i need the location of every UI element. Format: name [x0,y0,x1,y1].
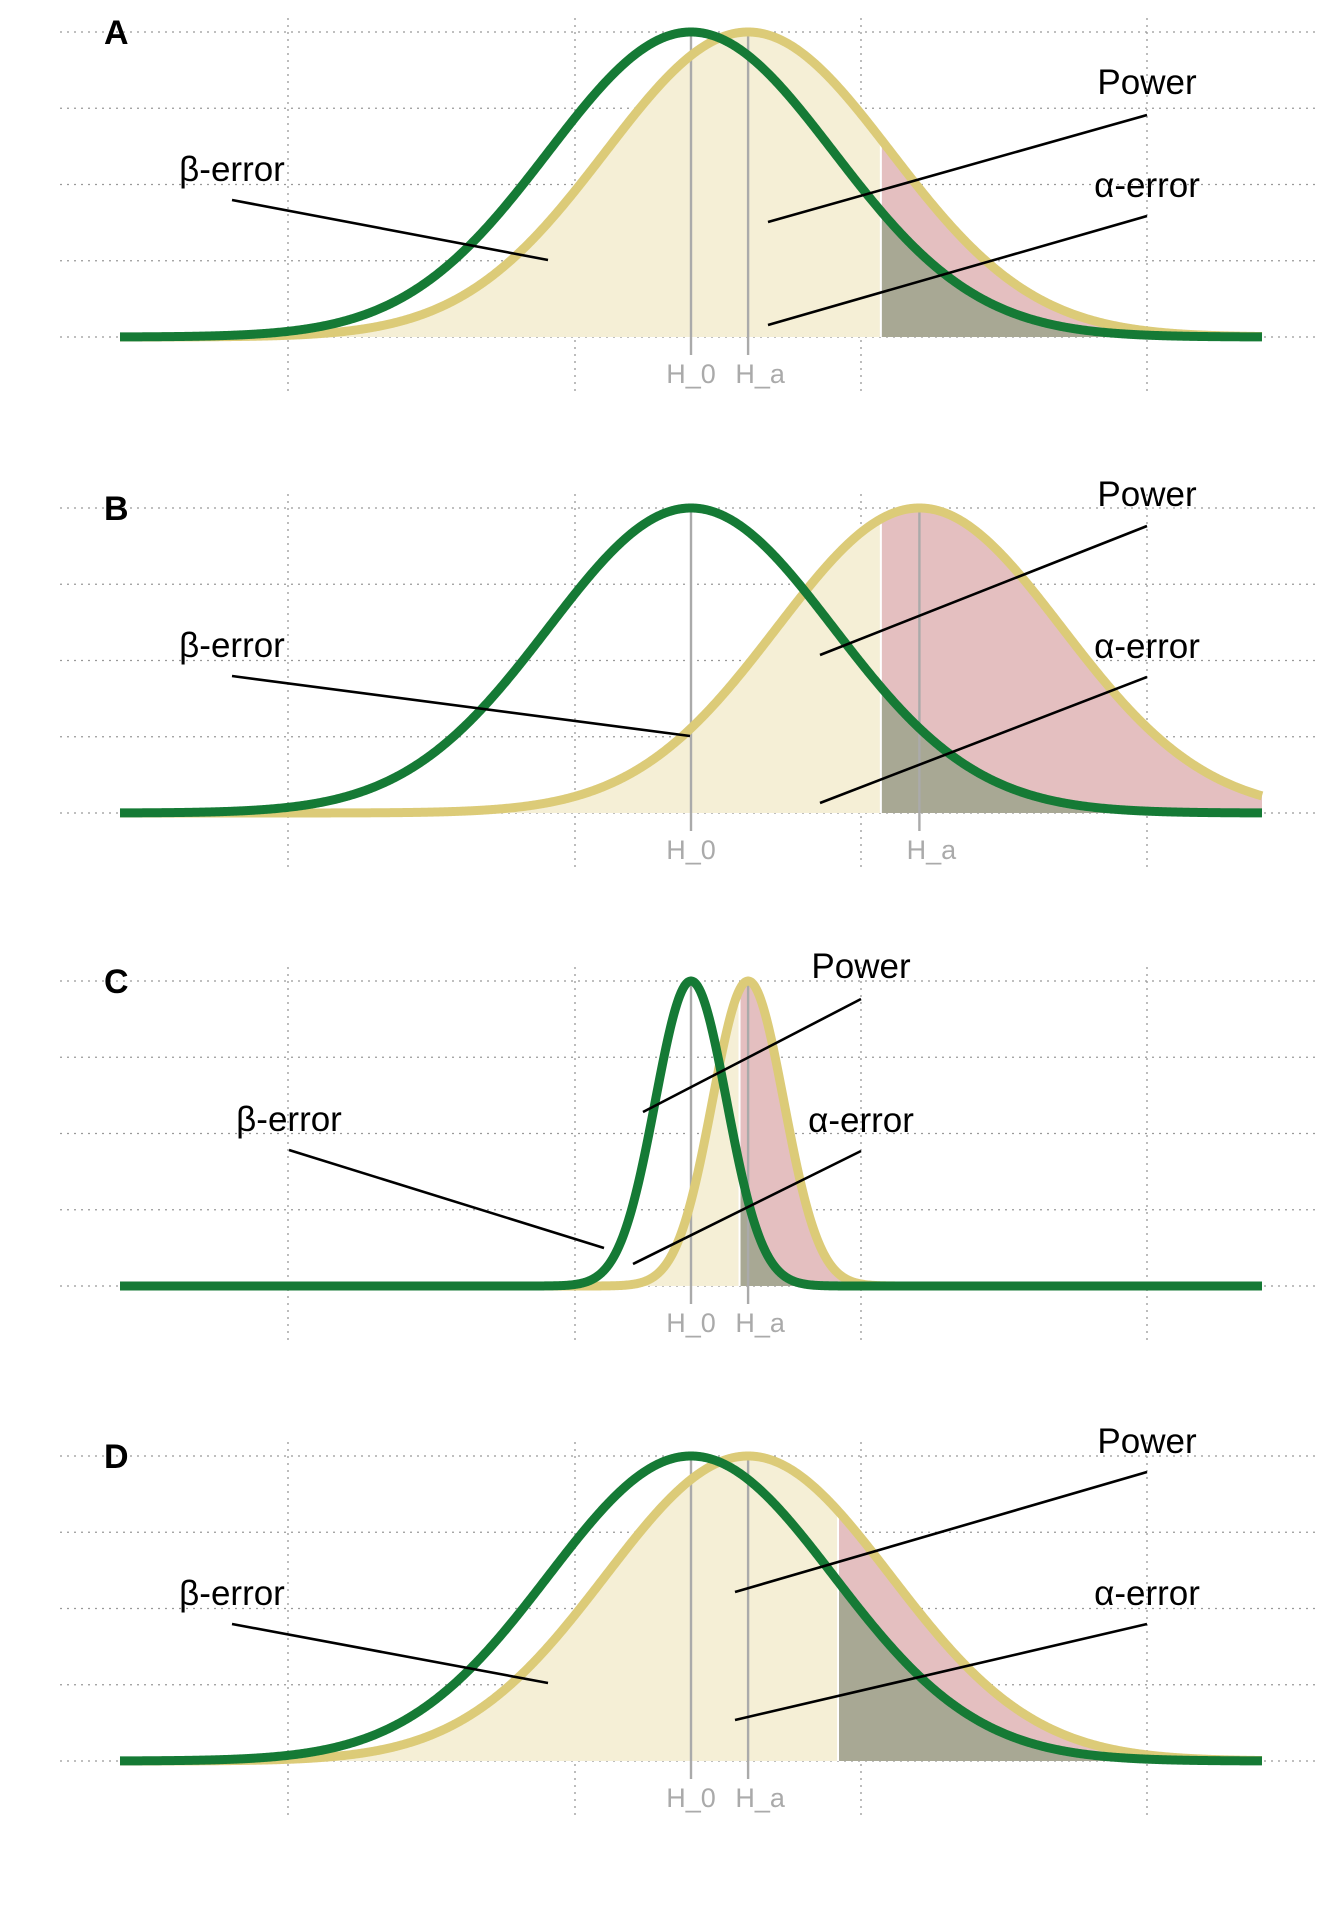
power-label: Power [1097,1422,1197,1461]
alpha-pointer-line [632,1149,862,1266]
beta-region [120,1456,839,1761]
power-label: Power [1097,63,1197,102]
alpha-error-label: α-error [1094,166,1200,205]
beta-error-label: β-error [179,150,285,189]
alpha-region [880,687,1262,813]
beta-pointer-line [231,1622,549,1685]
power-label: Power [1097,475,1197,514]
power-region [880,508,1262,813]
power-pointer-line [819,524,1148,657]
power-pointer-line [734,1470,1148,1594]
h0-tick-label: H_0 [666,1783,716,1813]
power-pointer-line [642,997,862,1114]
beta-error-label: β-error [179,626,285,665]
ha-tick-label: H_a [735,359,786,389]
power-region [739,981,1262,1286]
alpha-error-label: α-error [1094,627,1200,666]
panel-letter: B [104,490,129,528]
alpha-pointer-line [819,675,1148,805]
panel-b: H_0 H_a Bβ-error Power α-error [60,475,1318,871]
ha-tick-label: H_a [907,835,958,865]
alpha-pointer-line [734,1622,1148,1722]
ha-tick-label: H_a [735,1308,786,1338]
h0-tick-label: H_0 [666,359,716,389]
h0-curve [116,503,1266,818]
panel-letter: C [104,963,129,1001]
alpha-error-label: α-error [1094,1574,1200,1613]
panel-letter: A [104,14,129,52]
power-label: Power [811,947,911,986]
alpha-error-label: α-error [808,1101,914,1140]
beta-region [120,518,881,813]
ha-curve [116,1451,1266,1766]
alpha-region [880,211,1262,337]
power-pointer-line [767,113,1148,224]
panel-c: H_0 H_a Cβ-error Power α-error [60,947,1318,1344]
beta-region [120,989,740,1286]
panel-a: H_0 H_a Aβ-error Power α-error [60,14,1318,395]
h0-curve [116,976,1266,1291]
ha-curve [116,27,1266,342]
beta-error-label: β-error [179,1574,285,1613]
beta-error-label: β-error [236,1100,342,1139]
alpha-region [838,1581,1262,1761]
beta-pointer-line [231,674,691,738]
h0-tick-label: H_0 [666,835,716,865]
h0-curve [116,1451,1266,1766]
beta-pointer-line [288,1148,605,1250]
h0-curve [116,27,1266,342]
panel-d: H_0 H_a Dβ-error Power α-error [60,1422,1318,1819]
power-region [880,139,1262,337]
ha-curve [116,503,1266,818]
alpha-pointer-line [767,214,1148,327]
ha-tick-label: H_a [735,1783,786,1813]
panel-letter: D [104,1438,129,1476]
beta-pointer-line [231,198,549,262]
h0-tick-label: H_0 [666,1308,716,1338]
